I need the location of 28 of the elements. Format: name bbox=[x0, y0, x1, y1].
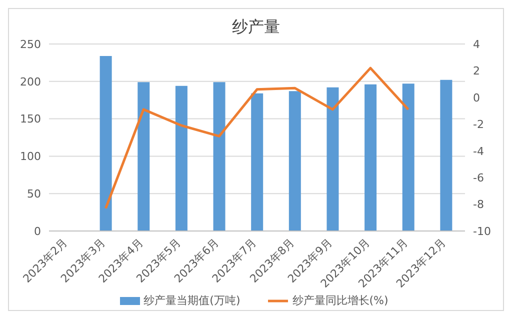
y2-tick-label: -6 bbox=[473, 171, 484, 184]
y2-tick-label: -8 bbox=[473, 198, 484, 212]
y-tick-label: 250 bbox=[20, 38, 41, 51]
y2-tick-label: -10 bbox=[473, 224, 491, 238]
bar bbox=[175, 86, 188, 231]
bar bbox=[251, 93, 264, 231]
line-series bbox=[104, 66, 410, 210]
bar bbox=[100, 56, 112, 231]
bar bbox=[402, 84, 414, 231]
y-tick-label: 100 bbox=[20, 150, 41, 164]
bar bbox=[440, 80, 452, 231]
bar bbox=[326, 87, 339, 231]
y2-tick-label: 2 bbox=[473, 64, 480, 78]
y-tick-label: 0 bbox=[34, 224, 41, 238]
y-tick-label: 50 bbox=[27, 188, 41, 201]
y-tick-label: 150 bbox=[20, 112, 41, 126]
y2-tick-label: -4 bbox=[473, 144, 484, 158]
legend-label: 纱产量当期值(万吨) bbox=[142, 293, 240, 308]
y-tick-label: 200 bbox=[20, 75, 41, 88]
legend-label: 纱产量同比增长(%) bbox=[291, 293, 388, 308]
bar bbox=[138, 82, 150, 231]
bar bbox=[288, 91, 301, 231]
y2-tick-label: 0 bbox=[473, 91, 480, 104]
bar bbox=[213, 82, 226, 231]
y2-tick-label: 4 bbox=[473, 38, 480, 51]
y2-tick-label: -2 bbox=[473, 118, 484, 132]
bar bbox=[364, 84, 377, 231]
chart-title: 纱产量 bbox=[231, 16, 281, 38]
